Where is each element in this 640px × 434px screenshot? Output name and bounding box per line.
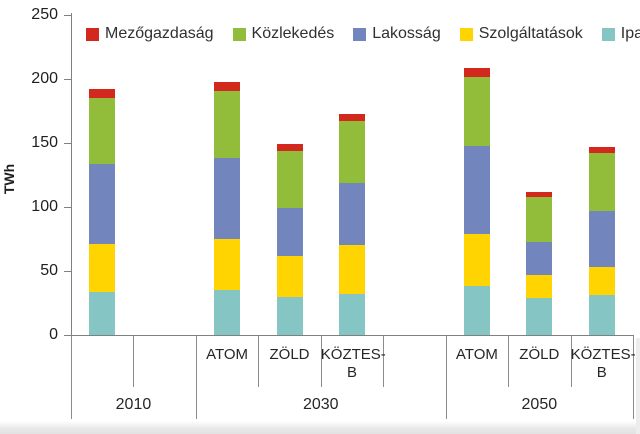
y-tick-label: 50 — [40, 262, 58, 279]
y-tick-mark — [64, 143, 71, 144]
bar-atom — [463, 67, 490, 335]
x-axis-scenario-label: ATOM — [206, 346, 249, 363]
bar-segment-lakossag — [463, 145, 490, 234]
bar-segment-mezogazdasag — [214, 81, 241, 91]
bar-segment-mezogazdasag — [463, 67, 490, 77]
legend-label: Ipar — [620, 25, 640, 42]
x-axis-scenario-label: KÖZTES-B — [320, 346, 386, 381]
bar-segment-lakossag — [526, 241, 553, 275]
axis-group-divider — [445, 336, 447, 419]
bar-segment-lakossag — [89, 163, 116, 245]
x-axis-scenario-label: ATOM — [455, 346, 498, 363]
bar-segment-kozlekedes — [214, 90, 241, 159]
y-tick-label: 100 — [31, 198, 58, 215]
bar-segment-mezogazdasag — [588, 146, 615, 154]
legend-swatch-icon — [232, 27, 246, 41]
x-axis-scenario-label: ZÖLD — [269, 346, 310, 363]
legend-swatch-icon — [353, 27, 367, 41]
legend-label: Mezőgazdaság — [105, 25, 214, 42]
x-axis-scenario-label: ZÖLD — [519, 346, 560, 363]
legend-label: Lakosság — [372, 25, 441, 42]
image-right-edge — [636, 338, 640, 434]
legend-label: Közlekedés — [251, 25, 335, 42]
x-axis-scenario-label: KÖZTES-B — [570, 346, 636, 381]
bar-segment-mezogazdasag — [276, 144, 303, 151]
axis-cell-divider — [383, 336, 385, 387]
axis-cell-divider — [258, 336, 260, 387]
bar-segment-mezogazdasag — [89, 89, 116, 99]
axis-group-divider — [195, 336, 197, 419]
legend-swatch-icon — [601, 27, 615, 41]
y-tick-mark — [64, 335, 71, 336]
bar-segment-ipar — [463, 286, 490, 335]
y-tick-label: 0 — [49, 326, 58, 343]
bar-segment-ipar — [214, 290, 241, 335]
bar-segment-szolgaltatasok — [463, 233, 490, 287]
axis-group-divider — [633, 336, 634, 419]
bar-segment-kozlekedes — [463, 76, 490, 146]
legend-item-ipar: Ipar — [601, 25, 640, 43]
bar-zöld — [526, 191, 553, 335]
axis-cell-divider — [508, 336, 510, 387]
bar-segment-lakossag — [588, 210, 615, 268]
bar-segment-ipar — [588, 295, 615, 335]
bar-segment-szolgaltatasok — [89, 244, 116, 292]
axis-cell-divider — [570, 336, 572, 387]
legend: Mezőgazdaság Közlekedés Lakosság Szolgáltat… — [86, 24, 640, 44]
x-axis-line — [71, 335, 634, 336]
bar-segment-lakossag — [339, 182, 365, 246]
bar-segment-mezogazdasag — [526, 191, 553, 197]
x-axis-year-label: 2010 — [115, 396, 152, 413]
legend-item-szolgaltatasok: Szolgáltatások — [459, 25, 583, 43]
bar-segment-kozlekedes — [588, 153, 615, 211]
bar-segment-szolgaltatasok — [214, 239, 241, 291]
y-tick-label: 150 — [31, 134, 58, 151]
bar-segment-ipar — [89, 291, 116, 335]
y-tick-mark — [64, 79, 71, 80]
legend-swatch-icon — [459, 27, 473, 41]
legend-item-kozlekedes: Közlekedés — [232, 25, 335, 43]
image-bottom-edge — [0, 421, 640, 434]
bar-köztes-b — [588, 146, 615, 335]
y-tick-label: 200 — [31, 70, 58, 87]
legend-swatch-icon — [86, 27, 99, 41]
bar-segment-szolgaltatasok — [526, 274, 553, 298]
y-axis-line — [71, 13, 72, 335]
bar-segment-mezogazdasag — [339, 113, 365, 122]
bar-segment-kozlekedes — [89, 98, 116, 164]
bar-segment-kozlekedes — [276, 150, 303, 209]
bar-segment-szolgaltatasok — [339, 245, 365, 294]
bar-segment-lakossag — [276, 208, 303, 256]
axis-cell-divider — [133, 336, 135, 387]
bar-zöld — [276, 144, 303, 335]
legend-item-lakossag: Lakosság — [353, 25, 441, 43]
x-axis-year-label: 2030 — [302, 396, 339, 413]
bar-segment-kozlekedes — [526, 196, 553, 242]
bar-segment-ipar — [339, 294, 365, 335]
y-tick-mark — [64, 15, 71, 16]
bar-segment-kozlekedes — [339, 121, 365, 183]
x-axis-year-label: 2050 — [521, 396, 558, 413]
bar-slot0 — [89, 89, 116, 335]
y-tick-label: 250 — [31, 6, 58, 23]
bar-segment-szolgaltatasok — [588, 267, 615, 296]
legend-item-mezogazdasag: Mezőgazdaság — [86, 25, 214, 43]
bar-segment-ipar — [276, 296, 303, 335]
axis-group-divider — [71, 336, 72, 419]
bar-segment-ipar — [526, 297, 553, 335]
bar-segment-lakossag — [214, 158, 241, 240]
bar-köztes-b — [339, 113, 365, 335]
axis-cell-divider — [320, 336, 322, 387]
y-tick-mark — [64, 271, 71, 272]
bar-segment-szolgaltatasok — [276, 255, 303, 297]
y-axis-title: TWh — [1, 163, 17, 195]
bar-atom — [214, 81, 241, 335]
y-tick-mark — [64, 207, 71, 208]
legend-label: Szolgáltatások — [478, 25, 583, 42]
